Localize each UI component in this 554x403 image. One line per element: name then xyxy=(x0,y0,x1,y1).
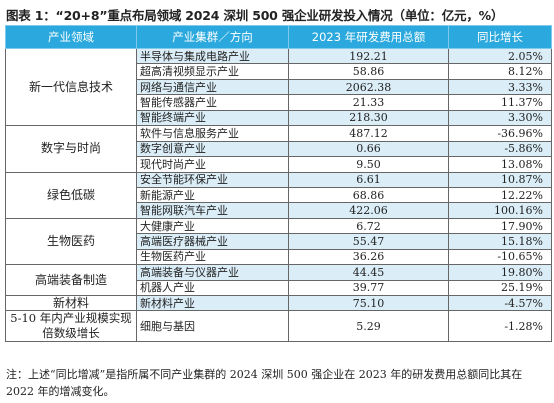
yoy-growth-cell: 8.12% xyxy=(448,63,552,80)
cluster-cell: 大健康产业 xyxy=(136,217,289,235)
table-row: 数字创意产业 0.66 -5.86% xyxy=(6,140,552,158)
rd-total-cell: 192.21 xyxy=(288,47,449,65)
cluster-cell: 数字创意产业 xyxy=(136,140,289,158)
table-row: 数字与时尚 软件与信息服务产业 487.12 -36.96% xyxy=(5,125,552,173)
rd-total-cell: 218.30 xyxy=(288,109,449,127)
rd-total-cell: 68.86 xyxy=(288,186,449,204)
footnote: 注：上述“同比增减”是指所属不同产业集群的 2024 深圳 500 强企业在 2… xyxy=(6,368,523,398)
table-row: 智能终端产业 218.30 3.30% xyxy=(6,109,552,127)
domain-cell: 绿色低碳 xyxy=(5,171,137,219)
yoy-growth-cell: 17.90% xyxy=(448,217,552,235)
rd-total-cell: 75.10 xyxy=(288,294,449,312)
cluster-cell: 新能源产业 xyxy=(136,186,289,204)
domain-cell: 5-10 年内产业规模实现倍数级增长 xyxy=(5,310,137,343)
yoy-growth-cell: 3.30% xyxy=(448,109,552,127)
table-row: 绿色低碳 安全节能环保产业 6.61 10.87% xyxy=(5,171,552,219)
rd-total-cell: 44.45 xyxy=(288,264,449,281)
cluster-cell: 智能网联汽车产业 xyxy=(136,202,289,219)
header-cluster: 产业集群／方向 xyxy=(136,25,289,49)
yoy-growth-cell: 100.16% xyxy=(448,202,552,219)
yoy-growth-cell: 3.33% xyxy=(448,78,552,96)
rd-total-cell: 55.47 xyxy=(288,233,449,250)
header-rd-total: 2023 年研发费用总额 xyxy=(288,25,449,49)
yoy-growth-cell: 25.19% xyxy=(448,279,552,297)
table-row: 高端装备制造 高端装备与仪器产业 44.45 19.80% xyxy=(5,264,552,296)
rd-total-cell: 2062.38 xyxy=(288,78,449,96)
cluster-cell: 软件与信息服务产业 xyxy=(136,125,289,142)
yoy-growth-cell: -4.57% xyxy=(448,294,552,312)
domain-cell: 数字与时尚 xyxy=(5,125,137,173)
table-row: 新一代信息技术 半导体与集成电路产业 192.21 2.05% xyxy=(5,47,552,127)
yoy-growth-cell: 10.87% xyxy=(448,171,552,188)
table-row: 现代时尚产业 9.50 13.08% xyxy=(6,156,552,173)
cluster-cell: 机器人产业 xyxy=(136,279,289,297)
table-row: 智能网联汽车产业 422.06 100.16% xyxy=(6,202,552,219)
table-row: 5-10 年内产业规模实现倍数级增长 细胞与基因 5.29 -1.28% xyxy=(5,310,552,343)
domain-cell: 新材料 xyxy=(5,294,137,312)
yoy-growth-cell: 2.05% xyxy=(448,47,552,65)
rd-total-cell: 6.72 xyxy=(288,217,449,235)
yoy-growth-cell: 11.37% xyxy=(448,94,552,111)
cluster-cell: 新材料产业 xyxy=(136,294,289,312)
cluster-cell: 半导体与集成电路产业 xyxy=(136,47,289,65)
rd-total-cell: 58.86 xyxy=(288,63,449,80)
cluster-cell: 智能终端产业 xyxy=(136,109,289,127)
header-domain: 产业领域 xyxy=(5,25,137,49)
cluster-cell: 安全节能环保产业 xyxy=(136,171,289,188)
table-row: 机器人产业 39.77 25.19% xyxy=(6,279,552,297)
yoy-growth-cell: -1.28% xyxy=(448,310,552,343)
rd-total-cell: 5.29 xyxy=(288,310,449,343)
cluster-cell: 智能传感器产业 xyxy=(136,94,289,111)
cluster-cell: 现代时尚产业 xyxy=(136,156,289,173)
rd-total-cell: 39.77 xyxy=(288,279,449,297)
table-row: 超高清视频显示产业 58.86 8.12% xyxy=(6,63,552,80)
cluster-cell: 生物医药产业 xyxy=(136,248,289,266)
yoy-growth-cell: 15.18% xyxy=(448,233,552,250)
domain-cell: 高端装备制造 xyxy=(5,264,137,296)
header-yoy-growth: 同比增长 xyxy=(448,25,552,49)
yoy-growth-cell: -10.65% xyxy=(448,248,552,266)
table-row: 网络与通信产业 2062.38 3.33% xyxy=(6,78,552,96)
cluster-cell: 超高清视频显示产业 xyxy=(136,63,289,80)
table-row: 生物医药 大健康产业 6.72 17.90% xyxy=(5,217,552,266)
table-header-row: 产业领域 产业集群／方向 2023 年研发费用总额 同比增长 xyxy=(5,25,552,49)
cluster-cell: 高端装备与仪器产业 xyxy=(136,264,289,281)
table-row: 新能源产业 68.86 12.22% xyxy=(6,186,552,204)
table-row: 高端医疗器械产业 55.47 15.18% xyxy=(6,233,552,250)
yoy-growth-cell: 19.80% xyxy=(448,264,552,281)
rd-total-cell: 9.50 xyxy=(288,156,449,173)
cluster-cell: 高端医疗器械产业 xyxy=(136,233,289,250)
rd-total-cell: 422.06 xyxy=(288,202,449,219)
yoy-growth-cell: -5.86% xyxy=(448,140,552,158)
cluster-cell: 网络与通信产业 xyxy=(136,78,289,96)
yoy-growth-cell: 13.08% xyxy=(448,156,552,173)
rd-total-cell: 6.61 xyxy=(288,171,449,188)
table-row: 生物医药产业 36.26 -10.65% xyxy=(6,248,552,266)
rd-total-cell: 0.66 xyxy=(288,140,449,158)
yoy-growth-cell: 12.22% xyxy=(448,186,552,204)
rd-total-cell: 487.12 xyxy=(288,125,449,142)
table-row: 新材料 新材料产业 75.10 -4.57% xyxy=(5,294,552,312)
domain-cell: 新一代信息技术 xyxy=(5,47,137,127)
rd-investment-table: 产业领域 产业集群／方向 2023 年研发费用总额 同比增长 新一代信息技术 半导… xyxy=(5,25,552,343)
table-title: 图表 1：“20+8”重点布局领域 2024 深圳 500 强企业研发投入情况（… xyxy=(6,8,504,23)
domain-cell: 生物医药 xyxy=(5,217,137,266)
cluster-cell: 细胞与基因 xyxy=(136,310,289,343)
table-body: 新一代信息技术 半导体与集成电路产业 192.21 2.05% 超高清视频显示产业 58.… xyxy=(5,47,552,343)
yoy-growth-cell: -36.96% xyxy=(448,125,552,142)
rd-total-cell: 36.26 xyxy=(288,248,449,266)
rd-total-cell: 21.33 xyxy=(288,94,449,111)
